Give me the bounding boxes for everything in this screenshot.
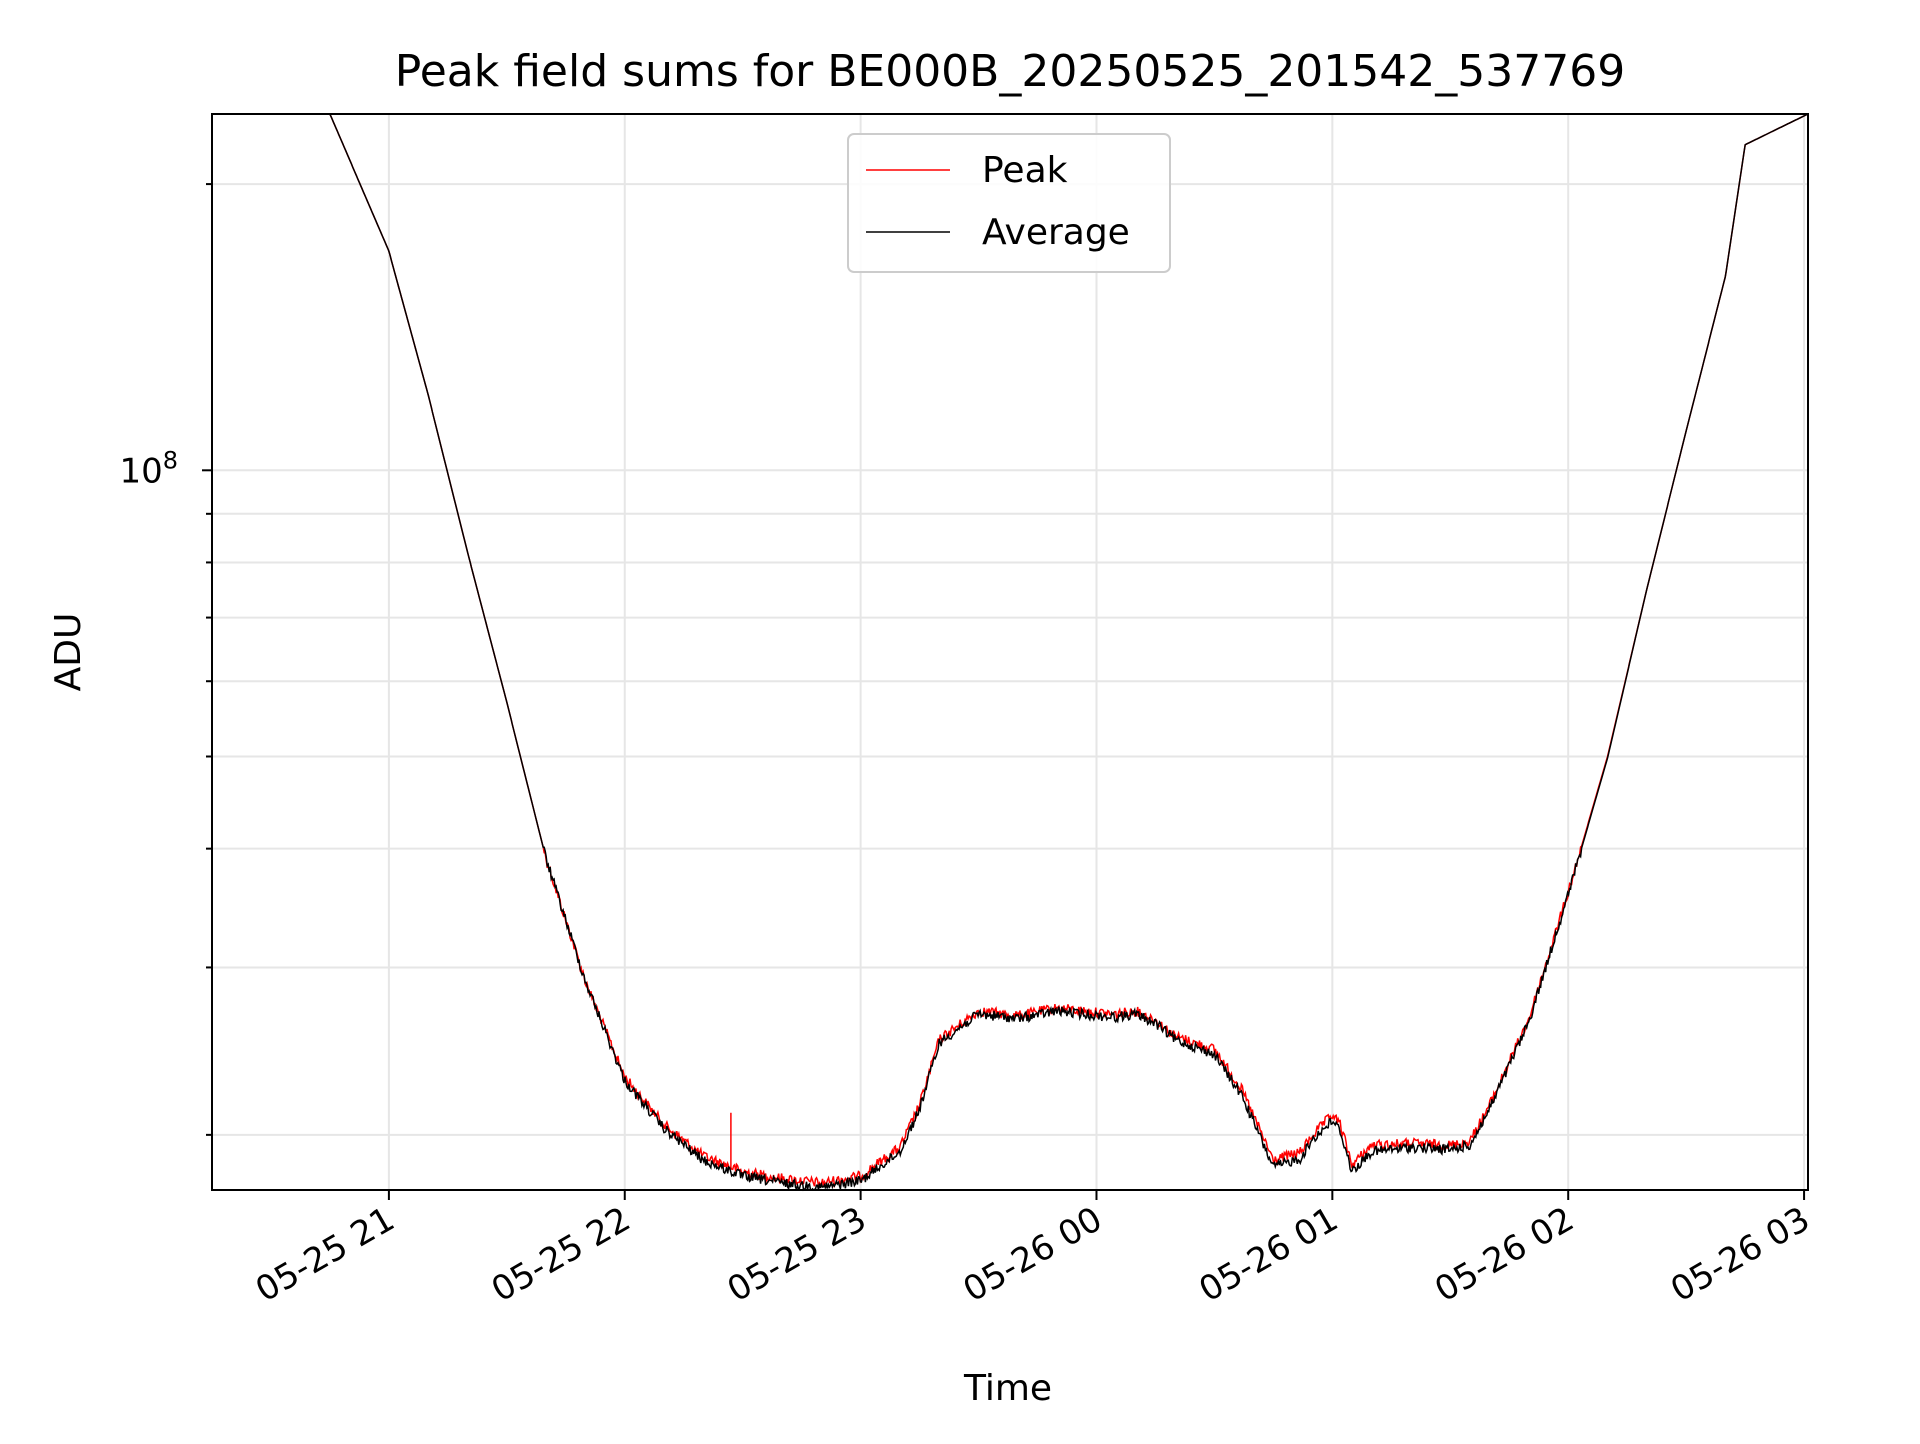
chart-title: Peak field sums for BE000B_20250525_2015… [395, 46, 1626, 97]
grid [212, 114, 1808, 1190]
y-axis: 108 [119, 183, 212, 1136]
series-lines [212, 113, 1809, 1192]
y-tick-base: 10 [119, 451, 162, 491]
legend: Peak Average [847, 133, 1171, 273]
plot-frame [211, 113, 1809, 1191]
legend-box [847, 133, 1171, 273]
y-axis-label: ADU [48, 613, 89, 692]
y-tick-exponent: 8 [163, 446, 178, 474]
series-line-average [212, 113, 1809, 1192]
x-axis-label: Time [963, 1368, 1052, 1409]
y-tick-label: 108 [119, 446, 178, 491]
legend-average-label: Average [982, 212, 1130, 253]
legend-peak-label: Peak [982, 150, 1068, 191]
